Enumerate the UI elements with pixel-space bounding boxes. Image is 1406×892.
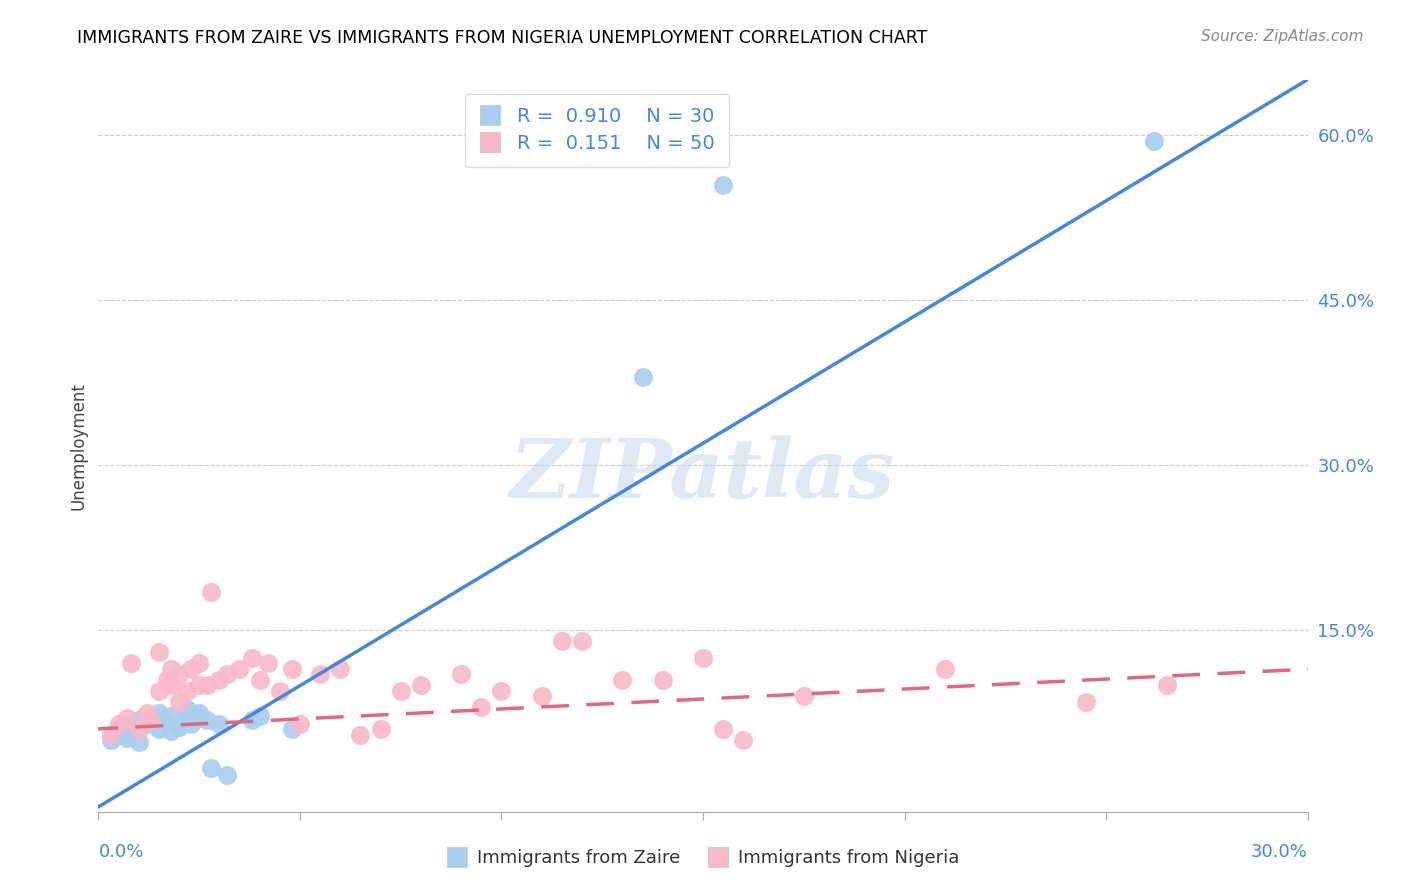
Point <box>139 711 162 725</box>
Point <box>491 683 513 698</box>
Point <box>160 678 183 692</box>
Point <box>188 678 211 692</box>
Point <box>733 733 755 747</box>
Point <box>188 706 211 720</box>
Point <box>281 723 304 737</box>
Point <box>217 768 239 782</box>
Point <box>631 370 654 384</box>
Point <box>115 711 138 725</box>
Point <box>152 714 174 728</box>
Point <box>1143 134 1166 148</box>
Point <box>571 634 593 648</box>
Point <box>167 667 190 681</box>
Point <box>240 650 263 665</box>
Point <box>370 723 392 737</box>
Point <box>612 673 634 687</box>
Text: Source: ZipAtlas.com: Source: ZipAtlas.com <box>1201 29 1364 44</box>
Point <box>107 723 129 737</box>
Point <box>450 667 472 681</box>
Point <box>1156 678 1178 692</box>
Point <box>148 683 170 698</box>
Point <box>651 673 673 687</box>
Text: IMMIGRANTS FROM ZAIRE VS IMMIGRANTS FROM NIGERIA UNEMPLOYMENT CORRELATION CHART: IMMIGRANTS FROM ZAIRE VS IMMIGRANTS FROM… <box>77 29 928 46</box>
Point <box>269 683 291 698</box>
Point <box>249 673 271 687</box>
Point <box>100 728 122 742</box>
Point <box>208 716 231 731</box>
Point <box>148 645 170 659</box>
Point <box>188 711 211 725</box>
Y-axis label: Unemployment: Unemployment <box>69 382 87 510</box>
Point <box>208 673 231 687</box>
Point <box>240 714 263 728</box>
Point <box>176 702 198 716</box>
Point <box>249 709 271 723</box>
Point <box>176 683 198 698</box>
Point <box>176 714 198 728</box>
Point <box>288 716 311 731</box>
Point <box>156 673 179 687</box>
Point <box>934 662 956 676</box>
Point <box>195 714 218 728</box>
Point <box>217 667 239 681</box>
Point <box>120 657 142 671</box>
Point <box>167 695 190 709</box>
Point <box>329 662 352 676</box>
Point <box>180 662 202 676</box>
Point <box>115 731 138 745</box>
Point <box>530 690 553 704</box>
Point <box>409 678 432 692</box>
Point <box>100 733 122 747</box>
Point <box>692 650 714 665</box>
Point <box>160 709 183 723</box>
Point <box>148 723 170 737</box>
Point <box>111 728 134 742</box>
Point <box>167 720 190 734</box>
Point <box>551 634 574 648</box>
Point <box>1074 695 1097 709</box>
Point <box>128 723 150 737</box>
Point <box>711 178 734 192</box>
Point <box>188 657 211 671</box>
Point <box>160 724 183 739</box>
Point <box>195 678 218 692</box>
Point <box>128 714 150 728</box>
Point <box>148 706 170 720</box>
Point <box>107 716 129 731</box>
Point <box>389 683 412 698</box>
Point <box>256 657 278 671</box>
Legend: Immigrants from Zaire, Immigrants from Nigeria: Immigrants from Zaire, Immigrants from N… <box>439 842 967 874</box>
Point <box>281 662 304 676</box>
Point <box>135 706 157 720</box>
Point <box>128 735 150 749</box>
Text: 30.0%: 30.0% <box>1251 843 1308 861</box>
Point <box>120 716 142 731</box>
Point <box>200 761 222 775</box>
Point <box>139 714 162 728</box>
Point <box>200 584 222 599</box>
Point <box>135 716 157 731</box>
Point <box>180 716 202 731</box>
Point <box>309 667 332 681</box>
Legend: R =  0.910    N = 30, R =  0.151    N = 50: R = 0.910 N = 30, R = 0.151 N = 50 <box>465 94 728 167</box>
Point <box>793 690 815 704</box>
Text: 0.0%: 0.0% <box>98 843 143 861</box>
Point <box>470 700 492 714</box>
Text: ZIPatlas: ZIPatlas <box>510 435 896 516</box>
Point <box>160 662 183 676</box>
Point <box>711 723 734 737</box>
Point <box>349 728 371 742</box>
Point <box>228 662 250 676</box>
